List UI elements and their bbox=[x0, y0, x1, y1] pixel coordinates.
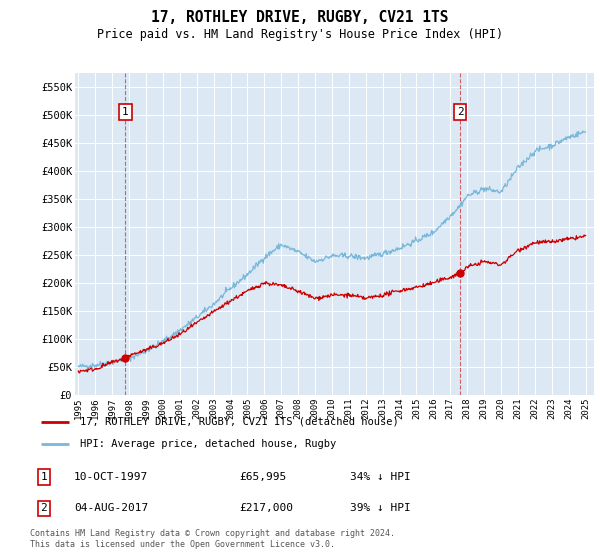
Text: 1: 1 bbox=[122, 107, 129, 117]
Text: 2: 2 bbox=[457, 107, 463, 117]
Text: 10-OCT-1997: 10-OCT-1997 bbox=[74, 472, 148, 482]
Text: £217,000: £217,000 bbox=[240, 503, 294, 514]
Text: 39% ↓ HPI: 39% ↓ HPI bbox=[350, 503, 411, 514]
Text: Price paid vs. HM Land Registry's House Price Index (HPI): Price paid vs. HM Land Registry's House … bbox=[97, 28, 503, 41]
Text: 04-AUG-2017: 04-AUG-2017 bbox=[74, 503, 148, 514]
Text: 2: 2 bbox=[40, 503, 47, 514]
Text: £65,995: £65,995 bbox=[240, 472, 287, 482]
Text: 17, ROTHLEY DRIVE, RUGBY, CV21 1TS (detached house): 17, ROTHLEY DRIVE, RUGBY, CV21 1TS (deta… bbox=[80, 417, 398, 427]
Text: 1: 1 bbox=[40, 472, 47, 482]
Text: 17, ROTHLEY DRIVE, RUGBY, CV21 1TS: 17, ROTHLEY DRIVE, RUGBY, CV21 1TS bbox=[151, 10, 449, 25]
Text: HPI: Average price, detached house, Rugby: HPI: Average price, detached house, Rugb… bbox=[80, 438, 336, 449]
Text: Contains HM Land Registry data © Crown copyright and database right 2024.
This d: Contains HM Land Registry data © Crown c… bbox=[30, 529, 395, 549]
Text: 34% ↓ HPI: 34% ↓ HPI bbox=[350, 472, 411, 482]
